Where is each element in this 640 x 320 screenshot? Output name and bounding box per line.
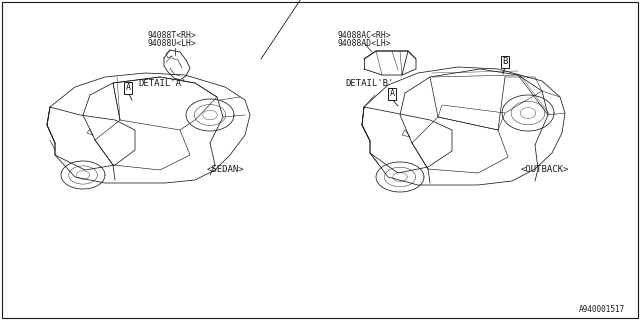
- Text: 94088U<LH>: 94088U<LH>: [148, 39, 196, 49]
- Text: 94088AC<RH>: 94088AC<RH>: [338, 31, 392, 41]
- Text: A940001517: A940001517: [579, 305, 625, 314]
- Text: <SEDAN>: <SEDAN>: [206, 165, 244, 174]
- Text: <OUTBACK>: <OUTBACK>: [521, 165, 569, 174]
- Text: A: A: [125, 84, 131, 92]
- Text: B: B: [502, 58, 508, 67]
- Text: DETAIL'A': DETAIL'A': [139, 79, 187, 89]
- Text: A: A: [390, 90, 394, 99]
- Text: 94088AD<LH>: 94088AD<LH>: [338, 39, 392, 49]
- Text: 94088T<RH>: 94088T<RH>: [148, 31, 196, 41]
- Text: DETAIL'B': DETAIL'B': [346, 79, 394, 89]
